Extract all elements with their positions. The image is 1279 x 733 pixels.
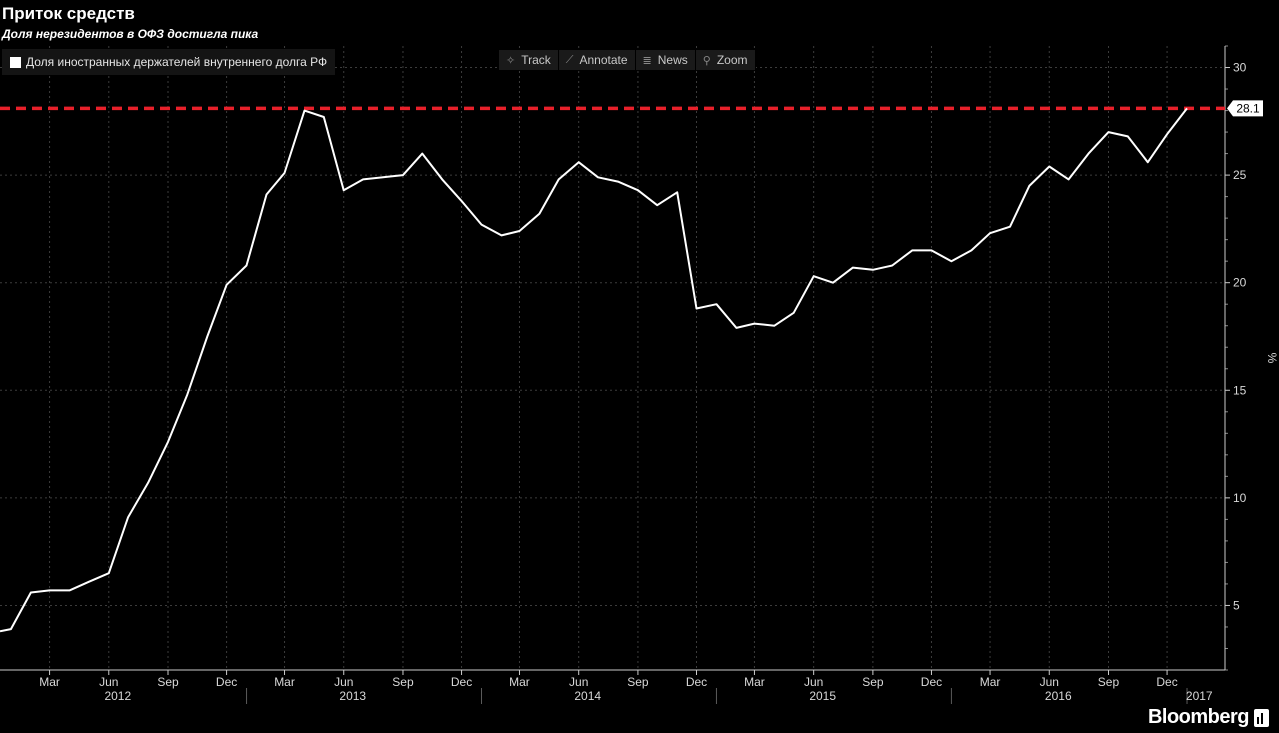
zoom-button[interactable]: ⚲ Zoom	[695, 50, 756, 70]
axis-labels: 5 10 15 20 25 30 Mar Jun Sep Dec Mar Jun Sep Dec Mar Ju…	[39, 61, 1279, 703]
x-tick-label: Jun	[334, 675, 353, 689]
x-tick-label: Jun	[804, 675, 823, 689]
crosshair-icon: ✧	[506, 54, 516, 67]
x-tick-label: Jun	[99, 675, 118, 689]
x-tick-label: Dec	[1156, 675, 1177, 689]
x-tick-label: Jun	[1040, 675, 1059, 689]
x-tick-label: Dec	[921, 675, 942, 689]
news-button[interactable]: ≣ News	[635, 50, 696, 70]
track-button[interactable]: ✧ Track	[499, 50, 559, 70]
x-tick-label: Dec	[216, 675, 237, 689]
legend-swatch	[10, 56, 21, 68]
zoom-label: Zoom	[716, 53, 748, 67]
y-tick-label: 30	[1233, 61, 1247, 75]
gridlines	[0, 46, 1225, 670]
year-label: 2013	[339, 689, 366, 703]
year-label: 2017	[1186, 689, 1213, 703]
track-label: Track	[521, 53, 551, 67]
x-tick-label: Sep	[392, 675, 414, 689]
news-icon: ≣	[642, 54, 652, 67]
series-line	[0, 107, 1188, 633]
legend-label: Доля иностранных держателей внутреннего …	[26, 55, 328, 69]
chart-title: Приток средств	[2, 4, 135, 23]
x-tick-label: Mar	[744, 675, 765, 689]
x-tick-label: Jun	[569, 675, 588, 689]
x-tick-label: Dec	[686, 675, 707, 689]
x-tick-label: Mar	[980, 675, 1001, 689]
axes	[0, 45, 1230, 704]
series-layer	[0, 107, 1188, 633]
last-value-label: 28.1	[1236, 101, 1260, 115]
last-value-box	[1227, 100, 1263, 117]
x-tick-label: Sep	[157, 675, 179, 689]
year-label: 2015	[809, 689, 836, 703]
x-tick-label: Sep	[862, 675, 884, 689]
y-tick-label: 5	[1233, 598, 1240, 612]
year-label: 2012	[104, 689, 131, 703]
x-tick-label: Mar	[39, 675, 60, 689]
news-label: News	[657, 53, 688, 67]
chart-subtitle: Доля нерезидентов в ОФЗ достигла пика	[2, 27, 259, 41]
x-tick-label: Dec	[451, 675, 472, 689]
bloomberg-chart-icon	[1254, 709, 1269, 727]
x-tick-label: Sep	[1098, 675, 1120, 689]
year-label: 2016	[1045, 689, 1072, 703]
annotate-button[interactable]: ⟋ Annotate	[558, 50, 636, 70]
y-tick-label: 15	[1233, 383, 1247, 397]
last-value-callout: 28.1	[1227, 100, 1263, 117]
chart-toolbar: ✧ Track ⟋ Annotate ≣ News ⚲ Zoom	[499, 50, 756, 70]
x-tick-label: Mar	[509, 675, 530, 689]
y-tick-label: 20	[1233, 276, 1247, 290]
y-tick-label: 10	[1233, 491, 1247, 505]
x-tick-label: Mar	[274, 675, 295, 689]
magnifier-icon: ⚲	[702, 54, 711, 67]
legend[interactable]: Доля иностранных держателей внутреннего …	[2, 49, 336, 75]
y-unit-label: %	[1265, 353, 1279, 364]
y-tick-label: 25	[1233, 168, 1247, 182]
year-label: 2014	[574, 689, 601, 703]
bloomberg-logo: Bloomberg	[1147, 706, 1250, 728]
pencil-icon: ⟋	[565, 53, 574, 66]
annotate-label: Annotate	[579, 53, 628, 67]
x-tick-label: Sep	[627, 675, 649, 689]
